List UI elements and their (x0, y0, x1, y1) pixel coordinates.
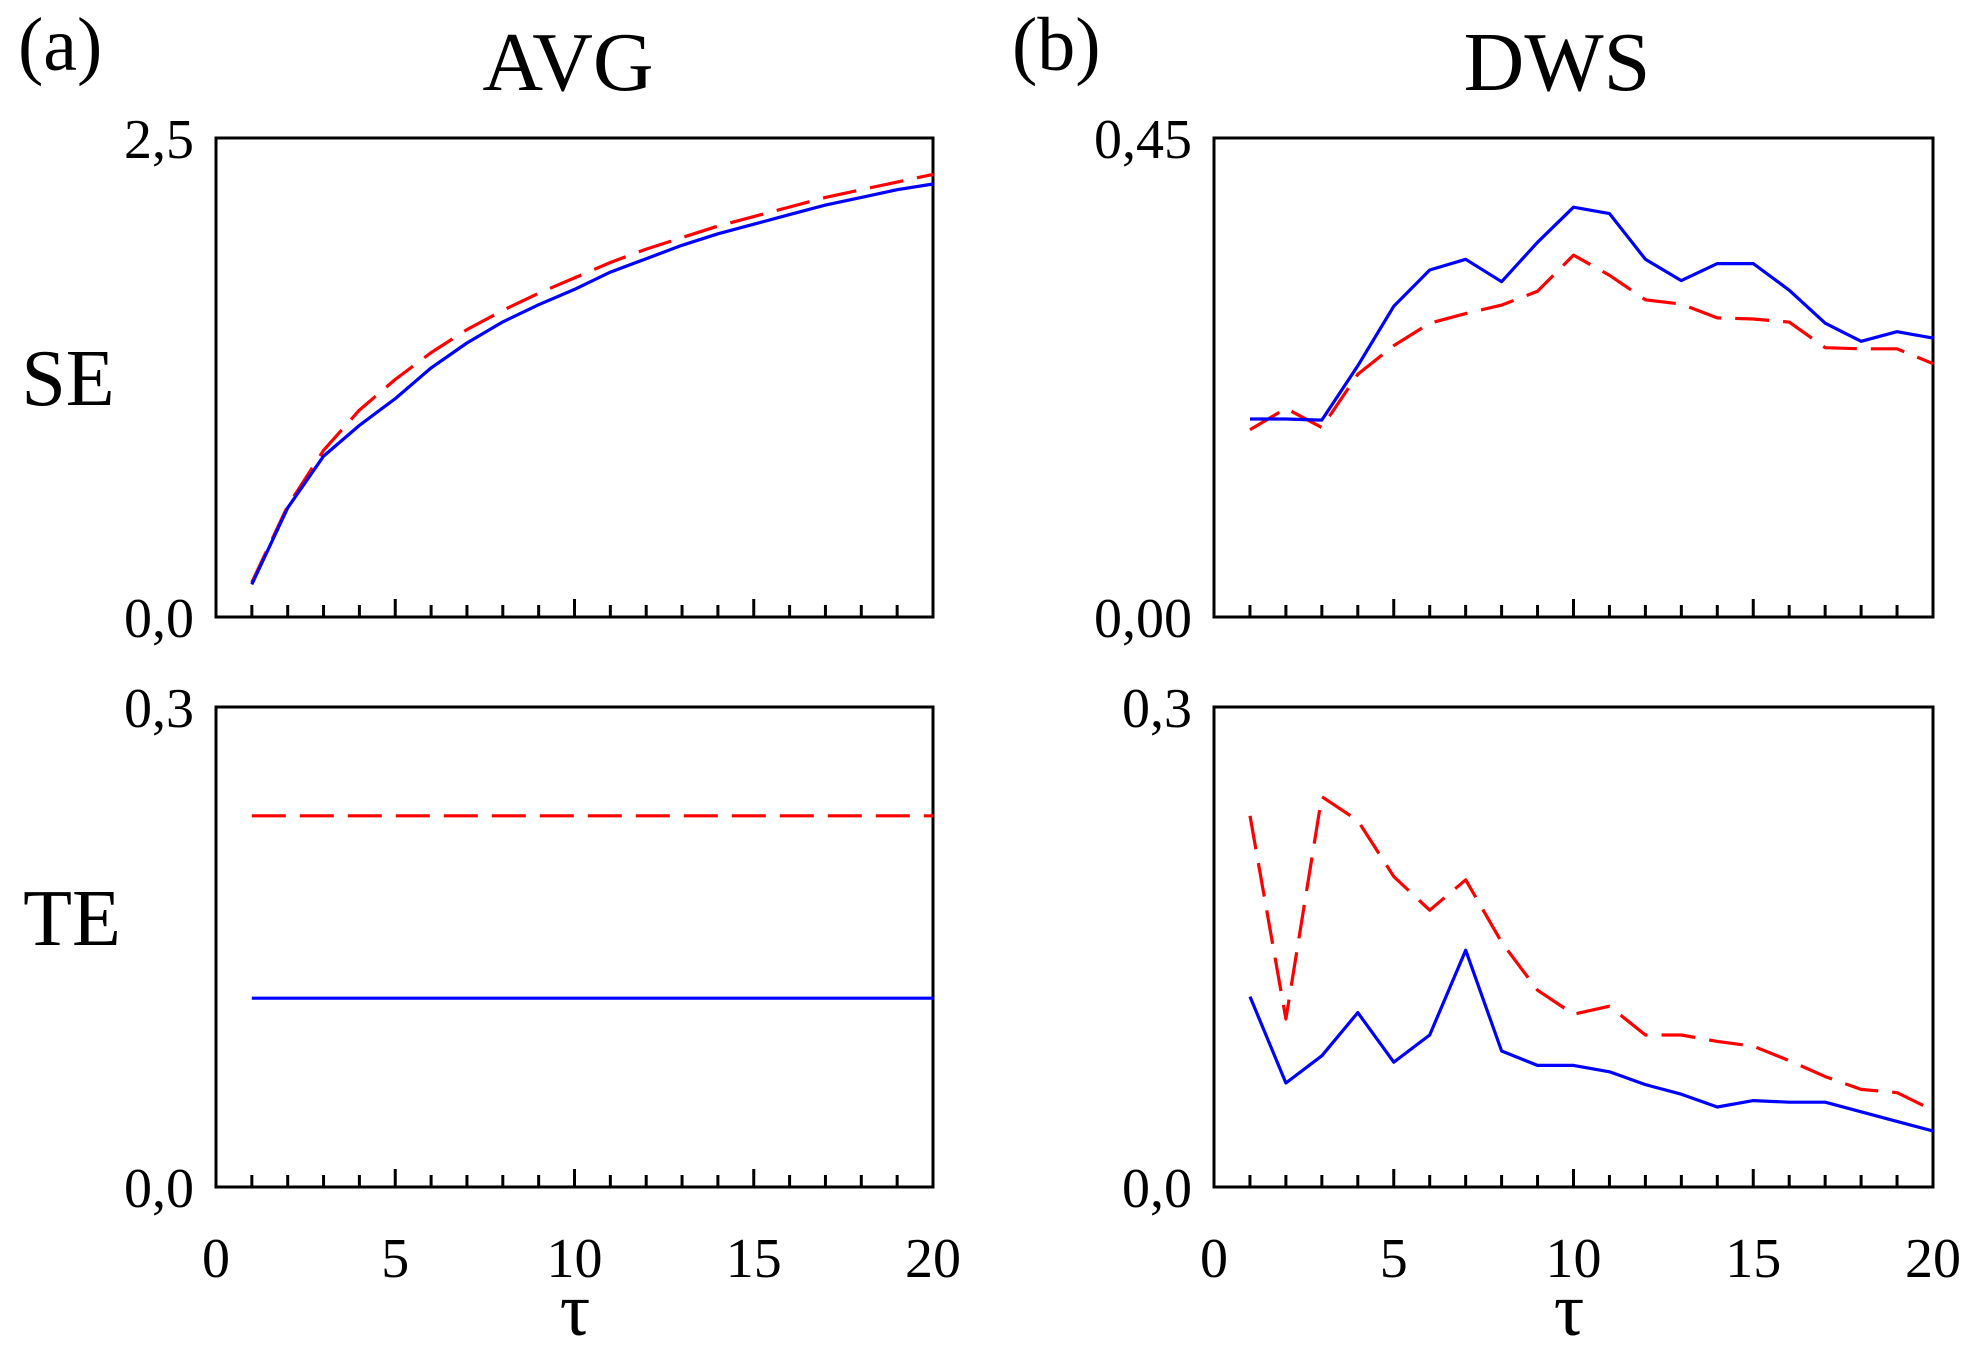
x-tick-label: 20 (905, 1228, 961, 1290)
panel-label-a: (a) (18, 3, 102, 87)
x-tick-label: 20 (1905, 1228, 1961, 1290)
series-line-solid-blue (1250, 205, 1934, 422)
plot-frame (1212, 136, 1935, 619)
x-tick-label: 5 (381, 1228, 409, 1290)
column-title-dws: DWS (1464, 16, 1651, 109)
y-tick-label-min: 0,0 (124, 1158, 194, 1220)
series-line-solid-blue (1248, 948, 1934, 1133)
plot-avg-te: 0,0 0,3 0 5 10 15 20 (124, 678, 961, 1290)
plot-frame (1212, 705, 1935, 1189)
x-tick-label: 15 (1725, 1228, 1781, 1290)
x-axis-label-dws: τ (1554, 1268, 1585, 1352)
y-tick-label-max: 0,45 (1094, 109, 1192, 171)
x-axis-label-avg: τ (560, 1268, 591, 1352)
y-tick-label-max: 0,3 (124, 678, 194, 740)
series-line-dashed-red (250, 172, 934, 584)
row-label-se: SE (21, 335, 114, 423)
y-tick-label-max: 0,3 (1122, 678, 1192, 740)
plot-avg-se: 0,0 2,5 (124, 109, 935, 650)
x-tick-label: 10 (547, 1228, 603, 1290)
plot-frame (214, 705, 935, 1189)
panel-label-b: (b) (1012, 3, 1101, 87)
y-tick-label-min: 0,00 (1094, 588, 1192, 650)
series-line-solid-blue (250, 182, 934, 586)
y-tick-label-min: 0,0 (1122, 1158, 1192, 1220)
series-line-dashed-red (1249, 253, 1934, 432)
x-tick-label: 15 (726, 1228, 782, 1290)
series-line-dashed-red (1248, 794, 1934, 1112)
x-tick-label: 10 (1546, 1228, 1602, 1290)
plot-dws-te: 0,0 0,3 0 5 10 15 20 (1122, 678, 1961, 1290)
row-label-te: TE (23, 875, 121, 963)
x-tick-label: 0 (202, 1228, 230, 1290)
plot-frame (214, 136, 935, 619)
column-title-avg: AVG (482, 16, 653, 109)
y-tick-label-min: 0,0 (124, 588, 194, 650)
x-tick-label: 0 (1200, 1228, 1228, 1290)
y-tick-label-max: 2,5 (124, 109, 194, 171)
plot-dws-se: 0,00 0,45 (1094, 109, 1935, 650)
x-tick-label: 5 (1380, 1228, 1408, 1290)
